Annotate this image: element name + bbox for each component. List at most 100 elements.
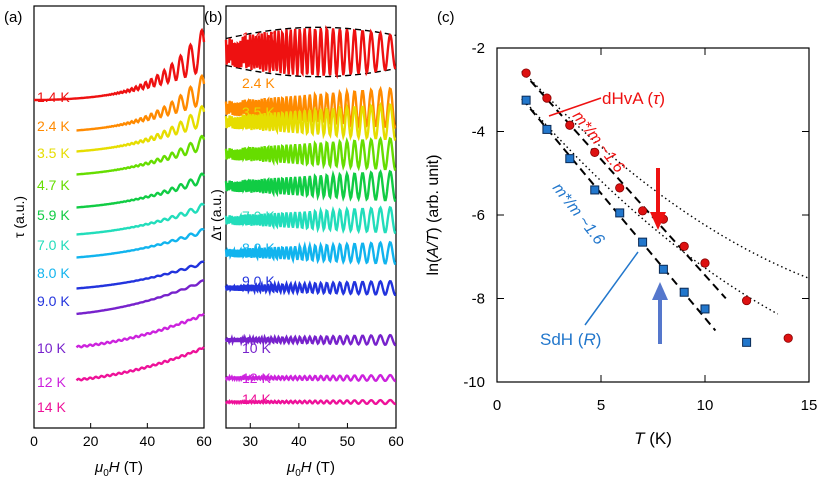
panel-a-curve — [76, 73, 206, 132]
panel-a-curve — [76, 202, 205, 236]
panel-b-x-tick-label: 50 — [340, 433, 356, 449]
panel-b-y-axis-label: Δτ (a.u.) — [208, 189, 224, 240]
panel-b-envelope — [225, 26, 397, 78]
sdh-point — [615, 208, 625, 218]
panel-c-y-tick-label: -4 — [472, 124, 485, 141]
panel-b-curve — [224, 205, 397, 235]
panel-a-curve — [76, 228, 205, 259]
dhva-point — [700, 258, 710, 268]
panel-a-x-axis: 0 20 40 60 — [30, 423, 212, 449]
panel-b-series-label: 2.4 K — [242, 75, 275, 91]
sdh-pointer-line — [584, 251, 639, 326]
panel-c-y-tick-label: -6 — [472, 207, 485, 224]
panel-b-curve — [224, 25, 397, 80]
sdh-point — [700, 304, 710, 314]
panel-a-series-label: 4.7 K — [37, 177, 70, 193]
sdh-point — [521, 95, 531, 105]
panel-b-curve — [224, 136, 397, 172]
panel-b-series-label: 12 K — [242, 370, 271, 386]
panel-b-envelope-top — [225, 26, 397, 40]
panel-a-curve — [76, 172, 206, 209]
panel-a-series-label: 2.4 K — [37, 118, 70, 134]
panel-a-series-label: 9.0 K — [37, 293, 70, 309]
panel-a-x-tick-label: 40 — [140, 433, 156, 449]
panel-b-curve — [224, 373, 396, 383]
panel-a-curve — [76, 279, 205, 316]
dhva-point — [783, 333, 793, 343]
panel-c-dotted-fit — [523, 99, 779, 315]
panel-b-series-label: 10 K — [242, 340, 271, 356]
mass-label-red: m*/m ~1.6 — [569, 108, 628, 176]
panel-b-curve — [224, 240, 397, 266]
panel-b-curve — [224, 398, 396, 406]
panel-a-series-label: 3.5 K — [37, 145, 70, 161]
panel-b-legend-labels: 1.4 K 2.4 K 3.5 K 4.7 K 5.9 K 7.0 K 8.0 K 9.0 K… — [242, 29, 275, 407]
red-arrow — [650, 168, 666, 230]
blue-arrow — [652, 282, 668, 344]
panel-a-curve — [75, 312, 205, 349]
panel-b-curve — [224, 169, 397, 203]
panel-a-series-label: 8.0 K — [37, 265, 70, 281]
panel-c-y-tick-label: -10 — [463, 374, 485, 391]
sdh-point — [590, 185, 600, 195]
panel-c-axes: 0 5 10 15 -2 -4 -6 -8 -10 — [463, 40, 817, 414]
panel-a-series-label: 12 K — [37, 374, 66, 390]
panel-a-x-tick-label: 0 — [30, 433, 38, 449]
panel-b-curve — [224, 279, 397, 297]
dhva-point — [565, 120, 575, 130]
panel-a-curves — [34, 27, 206, 382]
dhva-point — [521, 68, 531, 78]
panel-c-y-tick-label: -8 — [472, 291, 485, 308]
panel-b-x-axis-label: μ0H (T) — [286, 459, 335, 479]
sdh-label: SdH (R) — [540, 330, 601, 349]
sdh-point — [542, 124, 552, 134]
panel-c-dotted-fit — [523, 72, 810, 279]
panel-b-series-label: 3.5 K — [242, 104, 275, 120]
dhva-pointer-line — [548, 97, 602, 117]
panel-a-x-axis-label: μ0H (T) — [94, 459, 143, 479]
panel-a-curve — [76, 104, 206, 153]
panel-a-curve — [34, 27, 206, 102]
panel-b-x-tick-label: 30 — [242, 433, 258, 449]
panel-a-curve — [76, 134, 206, 176]
dhva-point — [615, 183, 625, 193]
panel-b-x-tick-label: 60 — [388, 433, 404, 449]
panel-b-curve — [224, 85, 397, 130]
panel-b-series-label: 7.0 K — [242, 208, 275, 224]
panel-a-series-label: 1.4 K — [37, 89, 70, 105]
panel-b-x-tick-label: 40 — [291, 433, 307, 449]
panel-c-x-tick-label: 5 — [597, 397, 605, 414]
panel-b-curve — [224, 333, 396, 347]
panel-b-series-label: 5.9 K — [242, 177, 275, 193]
panel-b-x-axis: 30 40 50 60 — [242, 423, 404, 449]
panel-b-series-label: 14 K — [242, 391, 271, 407]
panel-a-y-axis-label: τ (a.u.) — [11, 196, 27, 238]
panel-c-points — [521, 68, 793, 347]
panel-b-tag: (b) — [204, 9, 222, 26]
panel-c-y-tick-label: -2 — [472, 40, 485, 57]
panel-a-series-label: 7.0 K — [37, 237, 70, 253]
panel-a-x-tick-label: 60 — [196, 433, 212, 449]
sdh-point — [679, 287, 689, 297]
panel-c-x-axis-label: T (K) — [634, 429, 672, 448]
panel-b-series-label: 9.0 K — [242, 273, 275, 289]
dhva-point — [590, 147, 600, 157]
panel-a-legend-labels: 1.4 K 2.4 K 3.5 K 4.7 K 5.9 K 7.0 K 8.0 K 9.0 K… — [37, 89, 70, 415]
panel-a-series-label: 5.9 K — [37, 207, 70, 223]
panel-b-envelope-bottom — [225, 64, 397, 78]
panel-c-x-tick-label: 15 — [801, 397, 818, 414]
sdh-point — [638, 237, 648, 247]
sdh-point — [658, 264, 668, 274]
panel-c-x-tick-label: 10 — [697, 397, 714, 414]
panel-b-curves — [224, 25, 397, 406]
panel-a-frame — [33, 5, 205, 429]
panel-b-series-label: 4.7 K — [242, 145, 275, 161]
panel-c-y-axis-label: ln(A/T) (arb. unit) — [425, 155, 442, 276]
sdh-point — [742, 337, 752, 347]
panel-a-x-tick-label: 20 — [83, 433, 99, 449]
dhva-label: dHvA (τ) — [602, 89, 665, 108]
panel-a-series-label: 10 K — [37, 340, 66, 356]
dhva-point — [741, 295, 752, 306]
panel-c-dashed-fit — [521, 70, 727, 300]
